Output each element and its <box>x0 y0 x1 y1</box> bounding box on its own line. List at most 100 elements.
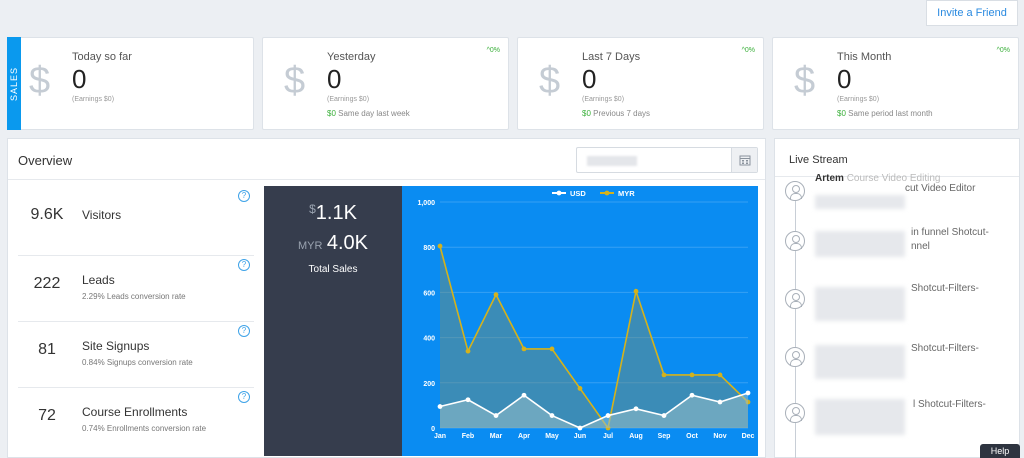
series-area-usd <box>440 392 748 428</box>
legend-marker <box>556 190 562 196</box>
x-tick-label: Apr <box>518 433 530 440</box>
stat-course-enrollments: 72 Course Enrollments 0.74% Enrollments … <box>18 388 254 454</box>
sales-tab[interactable]: SALES <box>7 37 21 130</box>
overview-title: Overview <box>18 153 73 168</box>
user-avatar-icon <box>785 231 805 251</box>
stat-name: Course Enrollments <box>82 405 188 419</box>
live-stream-item[interactable]: Shotcut-Filters- <box>785 283 1015 325</box>
card-comparison: $0 Same day last week <box>327 109 410 118</box>
live-stream-item[interactable]: l Shotcut-Filters- <box>785 399 1015 439</box>
y-tick-label: 0 <box>431 426 435 433</box>
x-tick-label: Mar <box>490 433 503 440</box>
x-tick-label: Jan <box>434 433 446 440</box>
series-line-usd <box>439 392 749 429</box>
data-point-myr <box>493 292 499 298</box>
live-stream-item[interactable]: Artem Course Video Editing cut Video Edi… <box>785 173 1015 217</box>
calendar-icon[interactable] <box>731 148 757 172</box>
percent-change: ^0% <box>996 47 1010 54</box>
data-point-usd <box>717 399 723 405</box>
data-point-usd <box>577 425 583 431</box>
stat-rate: 2.29% Leads conversion rate <box>82 292 186 301</box>
today-card: $ Today so far 0 (Earnings $0) <box>7 37 254 130</box>
help-icon[interactable]: ? <box>238 190 250 202</box>
data-point-usd <box>745 390 751 396</box>
x-tick-label: Jul <box>603 433 613 440</box>
data-point-usd <box>661 413 667 418</box>
stat-name: Site Signups <box>82 339 150 353</box>
live-stream-title: Live Stream <box>789 154 848 166</box>
x-tick-label: May <box>545 433 559 440</box>
series-area-myr <box>440 246 748 428</box>
live-stream-panel: Live Stream Artem Course Video Editing c… <box>774 138 1020 458</box>
x-tick-label: Sep <box>658 433 671 440</box>
user-avatar-icon <box>785 289 805 309</box>
legend-marker <box>604 190 610 196</box>
card-label: Yesterday <box>327 51 376 63</box>
series-line-myr <box>439 245 749 430</box>
overview-panel: Overview 9.6K Visitors ? 222 Leads 2.29%… <box>7 138 766 458</box>
invite-friend-button[interactable]: Invite a Friend <box>926 0 1018 26</box>
percent-change: ^0% <box>741 47 755 54</box>
data-point-usd <box>549 413 555 418</box>
data-point-usd <box>689 392 695 398</box>
user-avatar-icon <box>785 347 805 367</box>
data-point-usd <box>521 392 527 398</box>
y-tick-label: 200 <box>423 381 435 388</box>
stat-number: 72 <box>38 407 56 424</box>
card-comparison: $0 Same period last month <box>837 109 933 118</box>
last-7-days-card: ^0% $ Last 7 Days 0 (Earnings $0) $0 Pre… <box>517 37 764 130</box>
card-label: Last 7 Days <box>582 51 641 63</box>
legend-label: USD <box>570 189 586 198</box>
this-month-card: ^0% $ This Month 0 (Earnings $0) $0 Same… <box>772 37 1019 130</box>
stat-rate: 0.74% Enrollments conversion rate <box>82 424 207 433</box>
date-range-value <box>587 156 637 166</box>
card-value: 0 <box>72 64 87 94</box>
legend-label: MYR <box>618 189 635 198</box>
y-tick-label: 600 <box>423 290 435 297</box>
total-sales-caption: Total Sales <box>308 264 358 275</box>
yesterday-card: ^0% $ Yesterday 0 (Earnings $0) $0 Same … <box>262 37 509 130</box>
data-point-usd <box>465 397 471 403</box>
dollar-icon: $ <box>284 60 306 102</box>
dollar-icon: $ <box>29 60 51 102</box>
data-point-myr <box>717 372 723 378</box>
stat-number: 222 <box>33 275 61 292</box>
stat-leads: 222 Leads 2.29% Leads conversion rate ? <box>18 256 254 322</box>
x-tick-label: Dec <box>742 433 755 440</box>
date-range-input[interactable] <box>576 147 758 173</box>
dollar-icon: $ <box>794 60 816 102</box>
y-tick-label: 800 <box>423 245 435 252</box>
data-point-usd <box>605 413 611 418</box>
card-earnings: (Earnings $0) <box>582 96 625 103</box>
user-avatar-icon <box>785 181 805 201</box>
card-earnings: (Earnings $0) <box>72 96 115 103</box>
stat-site-signups: 81 Site Signups 0.84% Signups conversion… <box>18 322 254 388</box>
card-label: This Month <box>837 51 892 63</box>
data-point-myr <box>549 346 555 352</box>
data-point-usd <box>633 406 639 412</box>
card-comparison: $0 Previous 7 days <box>582 109 651 118</box>
help-icon[interactable]: ? <box>238 325 250 337</box>
data-point-myr <box>465 348 471 354</box>
stat-number: 81 <box>38 341 56 358</box>
data-point-myr <box>689 372 695 378</box>
card-value: 0 <box>582 64 597 94</box>
help-button[interactable]: Help <box>980 444 1020 458</box>
y-tick-label: 400 <box>423 336 435 343</box>
stat-name: Leads <box>82 273 115 287</box>
x-tick-label: Jun <box>574 433 586 440</box>
percent-change: ^0% <box>486 47 500 54</box>
stat-rate: 0.84% Signups conversion rate <box>82 358 193 367</box>
card-earnings: (Earnings $0) <box>327 96 370 103</box>
card-value: 0 <box>327 64 342 94</box>
stat-number: 9.6K <box>30 206 64 223</box>
live-stream-item[interactable]: Shotcut-Filters- <box>785 343 1015 383</box>
live-stream-item[interactable]: in funnel Shotcut- nnel <box>785 227 1015 267</box>
x-tick-label: Aug <box>629 433 643 440</box>
help-icon[interactable]: ? <box>238 259 250 271</box>
sales-chart: 0 200 400 600 800 1,000 Jan Feb Mar Apr May Jun Jul A… <box>402 186 758 456</box>
stat-visitors: 9.6K Visitors ? <box>18 190 254 256</box>
sales-chart-svg: 0 200 400 600 800 1,000 Jan Feb Mar Apr May Jun Jul A… <box>417 189 755 440</box>
help-icon[interactable]: ? <box>238 391 250 403</box>
card-label: Today so far <box>72 51 132 63</box>
